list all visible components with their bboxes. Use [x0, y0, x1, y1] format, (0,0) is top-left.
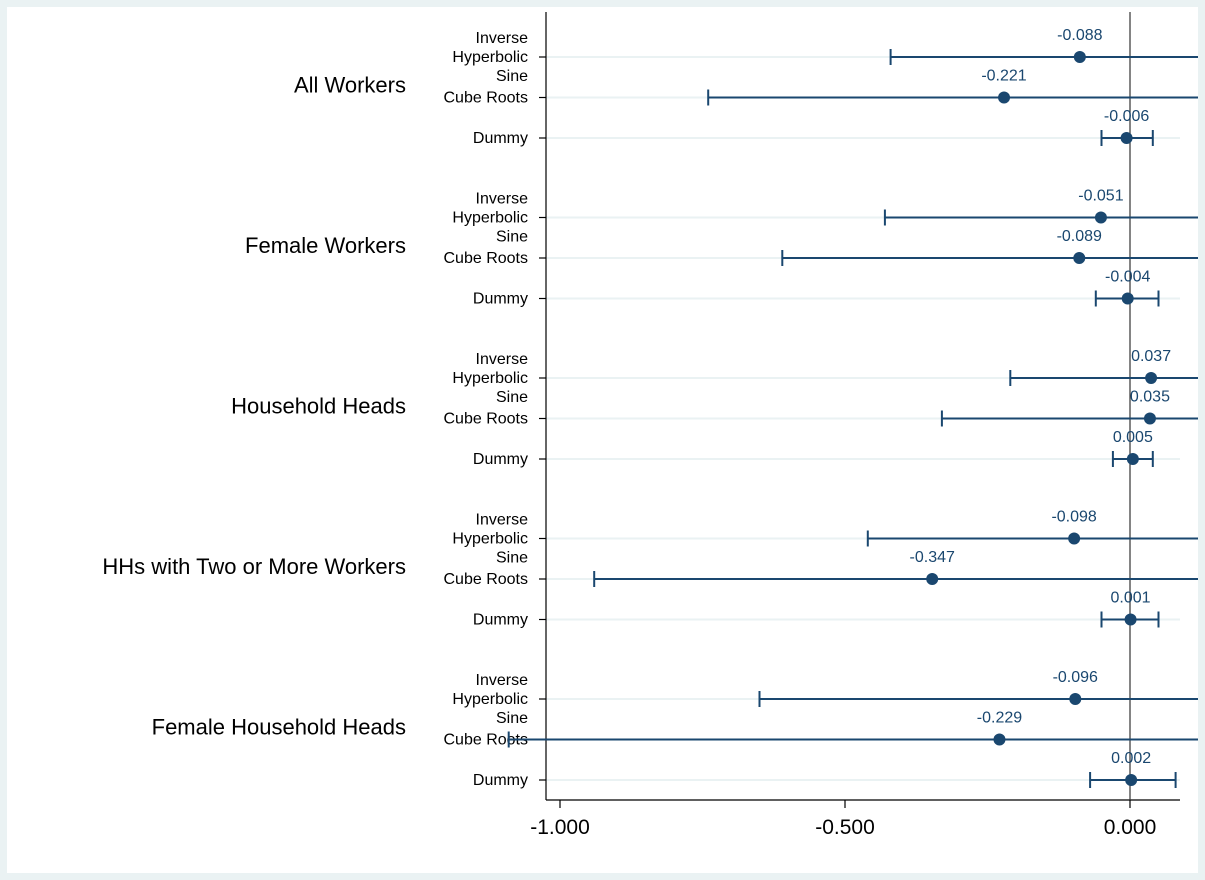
point-estimate: [1126, 453, 1139, 465]
point-estimate: [1068, 532, 1081, 545]
estimate-label: 0.001: [1111, 590, 1151, 607]
point-estimate: [1069, 693, 1082, 705]
estimate-label: 0.037: [1131, 348, 1171, 365]
x-tick-label: 0.000: [1104, 816, 1157, 839]
row-label: Hyperbolic: [452, 370, 528, 387]
estimate-label: -0.096: [1053, 669, 1098, 686]
estimate-label: -0.229: [977, 710, 1022, 727]
estimate-label: 0.035: [1130, 389, 1170, 406]
row-label: Dummy: [473, 451, 528, 468]
estimate-label: -0.004: [1105, 269, 1150, 286]
estimate-label: -0.006: [1104, 108, 1149, 125]
row-label: Cube Roots: [444, 571, 529, 588]
row-label: Hyperbolic: [452, 691, 528, 708]
row-label: Cube Roots: [444, 411, 529, 428]
group-label: HHs with Two or More Workers: [102, 554, 406, 579]
point-estimate: [1125, 774, 1138, 786]
row-label: Dummy: [473, 612, 528, 629]
point-estimate: [1073, 51, 1086, 63]
row-label: Inverse: [476, 672, 529, 689]
point-estimate: [1120, 132, 1133, 144]
estimate-label: -0.088: [1057, 27, 1102, 44]
row-label: Inverse: [476, 30, 529, 47]
point-estimate: [1073, 252, 1086, 264]
row-label: Cube Roots: [444, 732, 529, 749]
row-label: Sine: [496, 710, 528, 727]
row-label: Sine: [496, 550, 528, 567]
point-estimate: [926, 573, 939, 585]
row-label: Inverse: [476, 351, 529, 368]
row-label: Dummy: [473, 772, 528, 789]
row-label: Dummy: [473, 291, 528, 308]
row-label: Hyperbolic: [452, 531, 528, 548]
estimate-label: -0.051: [1078, 188, 1123, 205]
point-estimate: [1121, 292, 1134, 305]
estimate-label: -0.098: [1051, 509, 1096, 526]
row-label: Sine: [496, 389, 528, 406]
estimate-label: -0.221: [981, 68, 1026, 85]
row-label: Inverse: [476, 512, 529, 529]
group-label: Female Household Heads: [152, 715, 406, 740]
point-estimate: [1094, 211, 1107, 224]
point-estimate: [998, 91, 1011, 104]
row-label: Cube Roots: [444, 90, 529, 107]
row-label: Inverse: [476, 191, 529, 208]
group-label: Female Workers: [245, 233, 406, 258]
point-estimate: [1124, 613, 1137, 626]
estimate-label: 0.002: [1111, 750, 1151, 767]
group-label: Household Heads: [231, 394, 406, 419]
estimate-label: -0.347: [910, 549, 955, 566]
estimate-label: -0.089: [1057, 228, 1102, 245]
group-label: All Workers: [294, 73, 406, 98]
estimate-label: 0.005: [1113, 429, 1153, 446]
point-estimate: [993, 733, 1006, 746]
point-estimate: [1145, 372, 1158, 384]
row-label: Hyperbolic: [452, 49, 528, 66]
row-label: Hyperbolic: [452, 210, 528, 227]
point-estimate: [1143, 412, 1156, 425]
row-label: Sine: [496, 68, 528, 85]
row-label: Sine: [496, 229, 528, 246]
x-tick-label: -0.500: [815, 816, 875, 839]
row-label: Dummy: [473, 130, 528, 147]
row-label: Cube Roots: [444, 250, 529, 267]
x-tick-label: -1.000: [530, 816, 590, 839]
